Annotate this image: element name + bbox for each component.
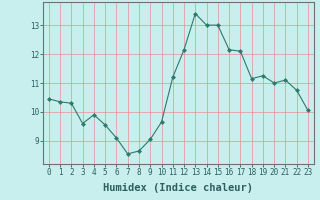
X-axis label: Humidex (Indice chaleur): Humidex (Indice chaleur) xyxy=(103,183,253,193)
